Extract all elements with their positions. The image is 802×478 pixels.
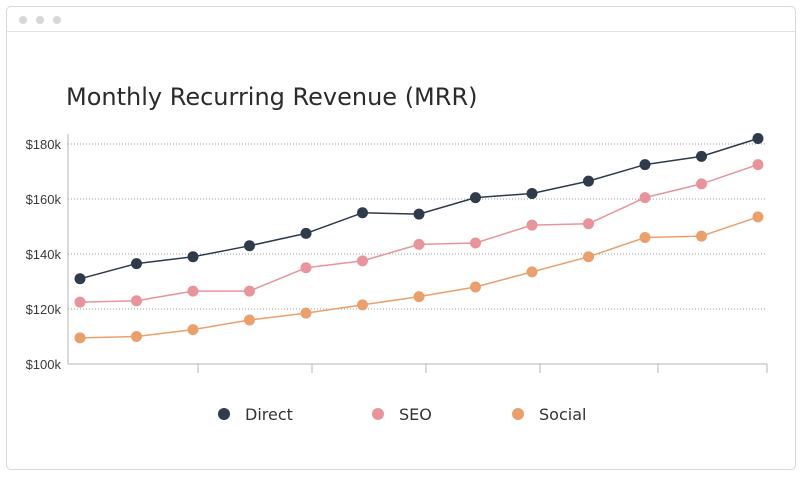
window-titlebar [7,7,795,32]
data-point-social [131,331,142,342]
y-tick-label: $120k [26,302,62,317]
series-line-social [79,216,759,339]
y-tick-label: $140k [26,247,62,262]
data-point-social [187,324,199,336]
data-point-social [583,251,594,263]
y-tick-label: $100k [26,357,62,372]
data-point-seo [470,237,481,249]
data-point-social [752,211,764,223]
y-tick-label: $160k [26,192,62,207]
data-point-direct [639,159,651,171]
chart-title: Monthly Recurring Revenue (MRR) [66,83,478,111]
data-point-direct [244,240,255,252]
window-dot-2 [36,16,44,24]
data-point-seo [357,255,368,267]
data-point-direct [74,273,86,285]
browser-window: Monthly Recurring Revenue (MRR) [6,6,796,470]
data-point-direct [526,188,538,199]
data-point-direct [300,227,312,239]
legend-label-direct: Direct [245,405,293,424]
data-point-social [244,314,255,326]
data-point-seo [752,159,764,171]
window-dot-3 [53,16,61,24]
y-tick-label: $180k [26,137,62,152]
data-point-direct [583,175,594,187]
data-point-direct [696,150,707,162]
data-point-seo [74,296,86,308]
legend-label-social: Social [539,405,586,424]
legend-marker-direct [218,408,230,420]
series-line-seo [79,163,759,303]
window-dot-1 [19,16,27,24]
data-point-seo [187,285,199,297]
data-point-social [526,266,538,278]
data-point-direct [470,192,481,204]
data-point-direct [357,207,368,219]
data-point-seo [300,262,312,274]
data-point-seo [696,178,707,190]
legend-label-seo: SEO [399,405,432,424]
legend-marker-seo [372,408,384,420]
data-point-seo [639,192,651,204]
data-point-seo [413,238,425,250]
data-point-social [470,281,481,293]
data-point-social [357,299,368,311]
data-point-social [696,230,707,242]
legend-marker-social [512,408,524,420]
data-point-direct [752,133,764,144]
data-point-direct [187,251,199,263]
data-point-seo [131,295,142,307]
data-point-social [413,291,425,303]
data-point-social [74,332,86,344]
data-point-direct [413,208,425,220]
data-point-seo [244,285,255,297]
data-point-seo [526,219,538,231]
data-point-seo [583,218,594,230]
data-point-direct [131,258,142,270]
data-point-social [639,232,651,243]
data-point-social [300,307,312,319]
